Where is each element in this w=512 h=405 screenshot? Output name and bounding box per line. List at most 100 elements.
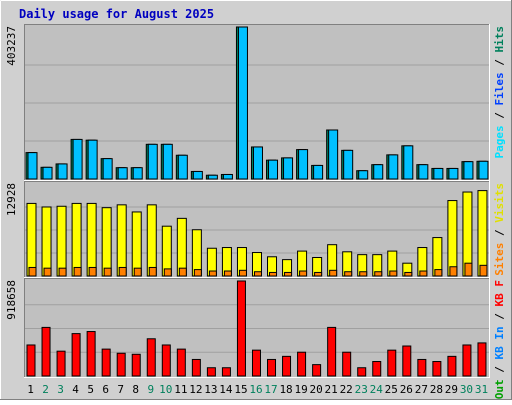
bar-files (343, 149, 354, 180)
bar-sites (419, 270, 428, 277)
bar-files (192, 170, 203, 180)
panel-visits_sites-ymax-label: 12928 (5, 183, 18, 216)
bar-visits (41, 206, 52, 277)
bar-files (162, 143, 173, 180)
bar-sites (269, 271, 278, 277)
bar-files (283, 157, 294, 180)
bar-files (448, 167, 459, 180)
bar-sites (193, 269, 202, 277)
bar-sites (118, 266, 127, 277)
legend-entry: KB F (493, 280, 506, 307)
bar-kbytes (251, 349, 261, 377)
legend-separator: / (493, 360, 506, 380)
bar-sites (223, 270, 232, 277)
x-tick-label: 30 (460, 383, 473, 396)
bar-kbytes (221, 367, 231, 377)
panel-visits_sites-legend: Sites / Visits (493, 183, 506, 276)
legend-entry: Files (493, 72, 506, 105)
panel-kbytes-ymax-label: 918658 (5, 280, 18, 320)
bar-kbytes (161, 344, 171, 377)
bar-sites (133, 267, 142, 277)
bar-sites (449, 266, 458, 277)
x-tick-label: 19 (294, 383, 307, 396)
legend-entry: Sites (493, 243, 506, 276)
bar-kbytes (312, 364, 322, 377)
x-tick-label: 29 (445, 383, 458, 396)
bar-files (57, 163, 68, 180)
bar-sites (253, 271, 262, 277)
bar-kbytes (477, 342, 487, 377)
bar-kbytes (357, 367, 367, 377)
bar-kbytes (236, 280, 246, 377)
legend-entry: Hits (493, 26, 506, 53)
x-tick-label: 22 (340, 383, 353, 396)
bar-visits (191, 229, 202, 277)
bar-sites (344, 271, 353, 277)
bar-sites (479, 264, 488, 277)
bar-visits (176, 217, 187, 277)
bar-files (177, 154, 188, 180)
bar-sites (404, 271, 413, 277)
bar-sites (43, 267, 52, 277)
x-tick-label: 23 (355, 383, 368, 396)
legend-entry: KB Out (493, 379, 506, 400)
x-tick-label: 2 (42, 383, 49, 396)
bar-sites (148, 266, 157, 277)
bar-kbytes (327, 326, 337, 377)
x-tick-label: 16 (249, 383, 262, 396)
bar-visits (131, 211, 142, 277)
legend-separator: / (493, 106, 506, 126)
bar-files (478, 160, 489, 180)
x-tick-label: 25 (385, 383, 398, 396)
bar-sites (208, 270, 217, 277)
bar-sites (359, 271, 368, 277)
bar-files (388, 154, 399, 180)
bar-kbytes (372, 361, 382, 377)
bar-sites (28, 266, 37, 277)
bar-kbytes (297, 351, 307, 377)
bar-sites (329, 269, 338, 277)
bar-sites (88, 266, 97, 277)
bar-sites (314, 271, 323, 277)
bar-kbytes (26, 344, 36, 377)
bar-kbytes (131, 353, 141, 377)
bar-sites (238, 269, 247, 277)
x-tick-label: 7 (117, 383, 124, 396)
bar-files (358, 170, 369, 180)
bar-kbytes (267, 358, 277, 377)
legend-entry: KB In (493, 326, 506, 359)
bar-visits (447, 200, 458, 277)
panel-hits_files_pages-ymax-label: 403237 (5, 26, 18, 66)
x-tick-label: 28 (430, 383, 443, 396)
bar-kbytes (387, 349, 397, 377)
x-tick-label: 6 (102, 383, 109, 396)
x-tick-label: 9 (147, 383, 154, 396)
bar-sites (163, 268, 172, 277)
bar-files (237, 26, 248, 180)
bar-files (42, 166, 53, 180)
bar-kbytes (116, 352, 126, 377)
bar-kbytes (191, 358, 201, 377)
legend-entry: Visits (493, 183, 506, 223)
bar-files (27, 152, 38, 180)
bar-kbytes (432, 361, 442, 377)
bar-kbytes (176, 348, 186, 377)
bar-visits (86, 202, 97, 277)
legend-separator: / (493, 53, 506, 73)
bar-files (252, 146, 263, 180)
bar-visits (56, 205, 67, 277)
x-tick-label: 27 (415, 383, 428, 396)
bar-sites (464, 262, 473, 277)
x-tick-label: 1 (27, 383, 34, 396)
bar-files (132, 167, 143, 180)
bar-sites (284, 271, 293, 277)
x-tick-label: 24 (370, 383, 384, 396)
x-tick-label: 4 (72, 383, 79, 396)
bar-files (207, 174, 218, 180)
x-tick-label: 13 (204, 383, 217, 396)
bar-kbytes (71, 333, 81, 377)
bar-files (102, 158, 113, 180)
bar-files (313, 164, 324, 180)
